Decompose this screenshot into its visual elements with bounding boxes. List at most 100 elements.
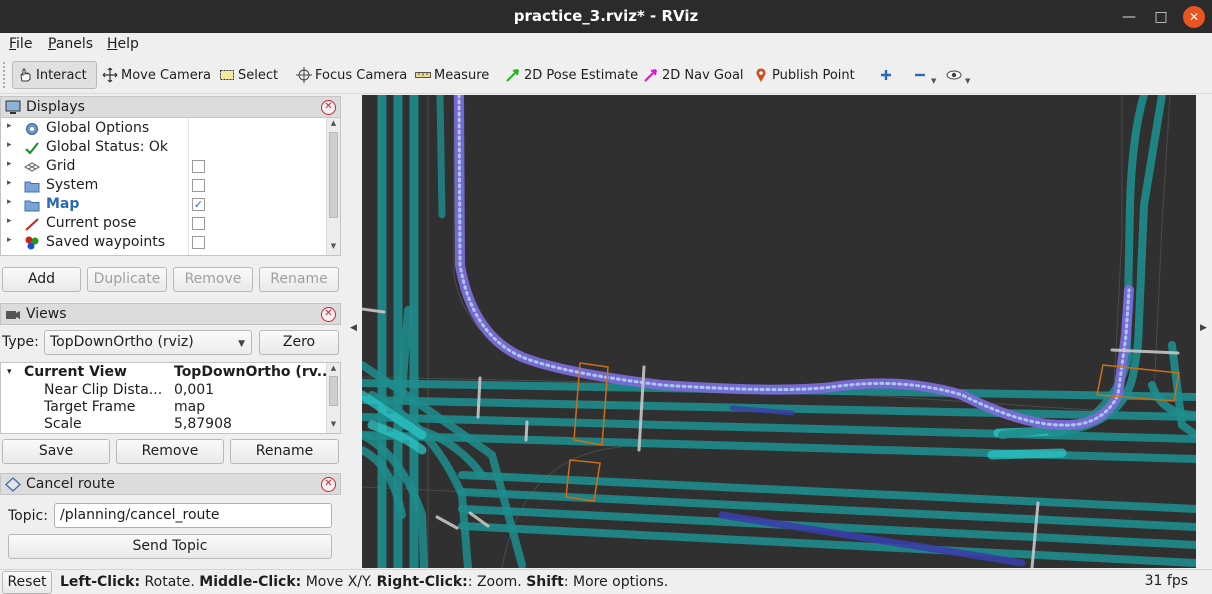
scroll-up-icon[interactable]: ▲ xyxy=(330,119,337,127)
menu-panels[interactable]: Panels xyxy=(48,36,94,52)
display-item-system[interactable]: ▸ System xyxy=(1,176,327,195)
views-title: Views xyxy=(26,306,67,322)
topic-input[interactable]: /planning/cancel_route xyxy=(54,503,332,528)
tool-publish-point[interactable]: Publish Point xyxy=(753,61,855,89)
save-view-button[interactable]: Save xyxy=(2,439,110,464)
display-item-grid[interactable]: ▸ Grid xyxy=(1,157,327,176)
menu-file[interactable]: File xyxy=(9,36,33,52)
close-icon[interactable]: ✕ xyxy=(321,307,336,322)
move-arrows-icon xyxy=(102,67,118,83)
display-item-global-status[interactable]: ▸ Global Status: Ok xyxy=(1,138,327,157)
maximize-icon[interactable]: □ xyxy=(1154,9,1168,25)
send-topic-button[interactable]: Send Topic xyxy=(8,534,332,559)
property-value[interactable]: map xyxy=(174,399,206,415)
map-visualization[interactable] xyxy=(362,95,1196,568)
hint-key: Middle-Click: xyxy=(199,574,302,590)
display-item-current-pose[interactable]: ▸ Current pose xyxy=(1,214,327,233)
view-panels-button[interactable]: ▼ xyxy=(946,61,970,89)
hint-text: Move X/Y. xyxy=(301,574,377,590)
close-icon[interactable]: ✕ xyxy=(321,477,336,492)
rename-display-button[interactable]: Rename xyxy=(259,267,339,292)
grid-checkbox[interactable] xyxy=(192,160,205,173)
duplicate-display-button[interactable]: Duplicate xyxy=(87,267,167,292)
close-icon[interactable]: ✕ xyxy=(321,100,336,115)
display-item-saved-waypoints[interactable]: ▸ Saved waypoints xyxy=(1,233,327,252)
minus-icon xyxy=(912,67,928,83)
magenta-arrow-icon xyxy=(643,67,659,83)
expand-arrow-icon[interactable]: ▸ xyxy=(7,235,12,245)
property-value[interactable]: 5,87908 xyxy=(174,416,232,432)
monitor-icon xyxy=(5,100,21,115)
chevron-right-icon: ▶ xyxy=(1200,323,1207,333)
views-scrollbar[interactable]: ▲ ▼ xyxy=(326,363,340,433)
remove-tool-button[interactable]: ▼ xyxy=(912,61,936,89)
tool-select[interactable]: Select xyxy=(219,61,278,89)
view-type-select[interactable]: TopDownOrtho (rviz) ▼ xyxy=(44,330,252,355)
expand-arrow-icon[interactable]: ▸ xyxy=(7,216,12,226)
menu-help[interactable]: Help xyxy=(107,36,139,52)
display-label: Map xyxy=(46,196,80,212)
chevron-down-icon: ▼ xyxy=(238,339,245,349)
displays-title: Displays xyxy=(26,99,85,115)
add-tool-button[interactable] xyxy=(878,61,897,89)
window-title: practice_3.rviz* - RViz xyxy=(513,7,699,25)
property-key: Target Frame xyxy=(44,399,136,415)
tool-2d-nav-goal[interactable]: 2D Nav Goal xyxy=(643,61,744,89)
gear-icon xyxy=(24,121,40,137)
red-arrow-icon xyxy=(24,216,40,232)
display-item-map[interactable]: ▸ Map ✓ xyxy=(1,195,327,214)
tool-focus-camera[interactable]: Focus Camera xyxy=(296,61,407,89)
diamond-icon xyxy=(5,477,21,492)
property-row[interactable]: Scale 5,87908 xyxy=(1,416,327,433)
current-pose-checkbox[interactable] xyxy=(192,217,205,230)
camera-icon xyxy=(5,307,21,322)
tool-2d-pose-estimate[interactable]: 2D Pose Estimate xyxy=(505,61,638,89)
property-row[interactable]: Near Clip Dista... 0,001 xyxy=(1,382,327,399)
folder-icon xyxy=(24,178,40,194)
left-dock-handle[interactable]: ◀ xyxy=(346,95,362,568)
expand-arrow-icon[interactable]: ▸ xyxy=(7,121,12,131)
tool-interact[interactable]: Interact xyxy=(12,61,97,89)
expand-arrow-icon[interactable]: ▸ xyxy=(7,197,12,207)
render-viewport[interactable] xyxy=(362,95,1196,568)
reset-button[interactable]: Reset xyxy=(2,571,52,594)
saved-waypoints-checkbox[interactable] xyxy=(192,236,205,249)
minimize-icon[interactable]: — xyxy=(1122,9,1136,25)
scrollbar-thumb[interactable] xyxy=(329,132,338,218)
scroll-up-icon[interactable]: ▲ xyxy=(330,364,337,372)
remove-view-button[interactable]: Remove xyxy=(116,439,224,464)
zero-button[interactable]: Zero xyxy=(259,330,339,355)
displays-tree[interactable]: ▸ Global Options ▸ Global Status: Ok ▸ G… xyxy=(0,117,341,256)
cancel-route-panel-header: Cancel route ✕ xyxy=(0,473,341,495)
tool-move-camera[interactable]: Move Camera xyxy=(102,61,211,89)
right-dock-handle[interactable]: ▶ xyxy=(1196,95,1212,568)
display-label: Global Status: Ok xyxy=(46,139,169,155)
display-label: Grid xyxy=(46,158,76,174)
property-value[interactable]: 0,001 xyxy=(174,382,215,398)
hint-key: Right-Click: xyxy=(376,574,468,590)
map-checkbox[interactable]: ✓ xyxy=(192,198,205,211)
status-bar: Reset Left-Click: Rotate. Middle-Click: … xyxy=(0,569,1212,594)
scroll-down-icon[interactable]: ▼ xyxy=(330,242,337,250)
toolbar-handle[interactable] xyxy=(3,62,7,88)
system-checkbox[interactable] xyxy=(192,179,205,192)
scroll-down-icon[interactable]: ▼ xyxy=(330,420,337,428)
checkmark-icon xyxy=(24,140,40,156)
collapse-arrow-icon[interactable]: ▾ xyxy=(7,367,12,377)
add-display-button[interactable]: Add xyxy=(2,267,81,292)
scrollbar-thumb[interactable] xyxy=(329,376,338,406)
rename-view-button[interactable]: Rename xyxy=(230,439,339,464)
close-icon[interactable]: ✕ xyxy=(1183,6,1205,28)
display-item-global-options[interactable]: ▸ Global Options xyxy=(1,119,327,138)
current-view-row[interactable]: ▾ Current View TopDownOrtho (rv... xyxy=(1,364,333,381)
views-property-tree[interactable]: ▾ Current View TopDownOrtho (rv... Near … xyxy=(0,362,341,434)
tool-measure[interactable]: Measure xyxy=(415,61,489,89)
hint-key: Shift xyxy=(526,574,564,590)
expand-arrow-icon[interactable]: ▸ xyxy=(7,159,12,169)
remove-display-button[interactable]: Remove xyxy=(173,267,253,292)
cancel-route-title: Cancel route xyxy=(26,476,115,492)
property-row[interactable]: Target Frame map xyxy=(1,399,327,416)
displays-scrollbar[interactable]: ▲ ▼ xyxy=(326,118,340,255)
expand-arrow-icon[interactable]: ▸ xyxy=(7,178,12,188)
expand-arrow-icon[interactable]: ▸ xyxy=(7,140,12,150)
